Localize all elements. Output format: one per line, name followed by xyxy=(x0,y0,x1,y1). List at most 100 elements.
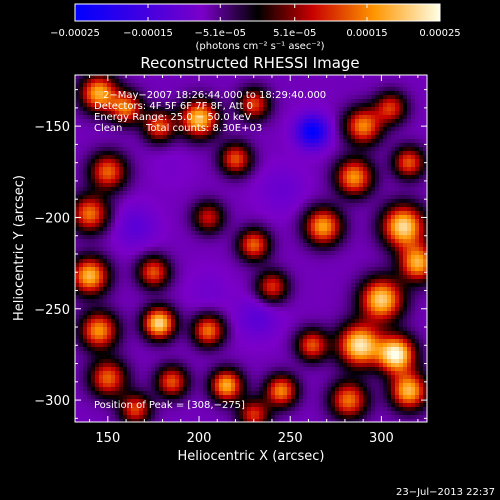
heatmap-cell xyxy=(287,255,291,259)
heatmap-cell xyxy=(299,183,303,187)
heatmap-cell xyxy=(423,247,427,251)
heatmap-cell xyxy=(271,155,275,159)
heatmap-cell xyxy=(379,183,383,187)
heatmap-cell xyxy=(91,219,95,223)
heatmap-cell xyxy=(187,171,191,175)
heatmap-cell xyxy=(343,231,347,235)
heatmap-cell xyxy=(371,263,375,267)
heatmap-cell xyxy=(271,295,275,299)
heatmap-cell xyxy=(347,207,351,211)
heatmap-cell xyxy=(343,127,347,131)
heatmap-cell xyxy=(279,143,283,147)
heatmap-cell xyxy=(79,219,83,223)
heatmap-cell xyxy=(243,299,247,303)
heatmap-cell xyxy=(207,99,211,103)
heatmap-cell xyxy=(203,147,207,151)
heatmap-cell xyxy=(171,131,175,135)
heatmap-cell xyxy=(83,183,87,187)
heatmap-cell xyxy=(255,123,259,127)
heatmap-cell xyxy=(115,167,119,171)
heatmap-cell xyxy=(319,275,323,279)
heatmap-cell xyxy=(323,255,327,259)
heatmap-cell xyxy=(187,123,191,127)
heatmap-cell xyxy=(287,87,291,91)
heatmap-cell xyxy=(151,87,155,91)
heatmap-cell xyxy=(287,259,291,263)
heatmap-cell xyxy=(299,135,303,139)
heatmap-cell xyxy=(199,151,203,155)
heatmap-cell xyxy=(331,287,335,291)
heatmap-cell xyxy=(251,187,255,191)
heatmap-cell xyxy=(403,267,407,271)
heatmap-cell xyxy=(83,295,87,299)
heatmap-cell xyxy=(239,227,243,231)
heatmap-cell xyxy=(183,271,187,275)
heatmap-cell xyxy=(359,171,363,175)
heatmap-cell xyxy=(331,247,335,251)
heatmap-cell xyxy=(415,279,419,283)
heatmap-cell xyxy=(199,247,203,251)
heatmap-cell xyxy=(371,143,375,147)
heatmap-cell xyxy=(407,131,411,135)
heatmap-cell xyxy=(143,139,147,143)
heatmap-cell xyxy=(123,79,127,83)
heatmap-cell xyxy=(231,75,235,79)
heatmap-cell xyxy=(411,159,415,163)
heatmap-cell xyxy=(267,163,271,167)
heatmap-cell xyxy=(247,219,251,223)
heatmap-cell xyxy=(287,131,291,135)
heatmap-cell xyxy=(287,251,291,255)
heatmap-cell xyxy=(191,155,195,159)
heatmap-cell xyxy=(283,195,287,199)
heatmap-cell xyxy=(371,103,375,107)
heatmap-cell xyxy=(259,227,263,231)
heatmap-cell xyxy=(179,135,183,139)
heatmap-cell xyxy=(199,263,203,267)
heatmap-cell xyxy=(231,151,235,155)
heatmap-cell xyxy=(79,151,83,155)
heatmap-cell xyxy=(83,91,87,95)
heatmap-cell xyxy=(211,151,215,155)
heatmap-cell xyxy=(259,167,263,171)
heatmap-cell xyxy=(79,123,83,127)
heatmap-cell xyxy=(335,279,339,283)
heatmap-cell xyxy=(363,203,367,207)
heatmap-cell xyxy=(155,151,159,155)
heatmap-cell xyxy=(371,235,375,239)
heatmap-cell xyxy=(367,279,371,283)
heatmap-cell xyxy=(155,147,159,151)
heatmap-cell xyxy=(147,195,151,199)
heatmap-cell xyxy=(235,131,239,135)
heatmap-cell xyxy=(335,87,339,91)
heatmap-cell xyxy=(359,291,363,295)
heatmap-cell xyxy=(355,127,359,131)
heatmap-cell xyxy=(383,119,387,123)
heatmap-cell xyxy=(299,231,303,235)
heatmap-cell xyxy=(139,131,143,135)
heatmap-cell xyxy=(267,131,271,135)
heatmap-cell xyxy=(143,111,147,115)
heatmap-cell xyxy=(331,151,335,155)
heatmap-cell xyxy=(123,183,127,187)
heatmap-cell xyxy=(135,87,139,91)
heatmap-cell xyxy=(175,175,179,179)
heatmap-cell xyxy=(351,259,355,263)
heatmap-cell xyxy=(347,147,351,151)
heatmap-cell xyxy=(167,155,171,159)
heatmap-cell xyxy=(215,231,219,235)
heatmap-cell xyxy=(347,91,351,95)
heatmap-cell xyxy=(371,123,375,127)
heatmap-cell xyxy=(227,255,231,259)
heatmap-cell xyxy=(319,271,323,275)
heatmap-cell xyxy=(399,107,403,111)
heatmap-cell xyxy=(183,187,187,191)
heatmap-cell xyxy=(227,163,231,167)
heatmap-cell xyxy=(167,203,171,207)
heatmap-cell xyxy=(399,223,403,227)
heatmap-cell xyxy=(83,147,87,151)
heatmap-cell xyxy=(159,163,163,167)
heatmap-cell xyxy=(187,207,191,211)
heatmap-cell xyxy=(415,163,419,167)
heatmap-cell xyxy=(231,127,235,131)
heatmap-cell xyxy=(359,259,363,263)
